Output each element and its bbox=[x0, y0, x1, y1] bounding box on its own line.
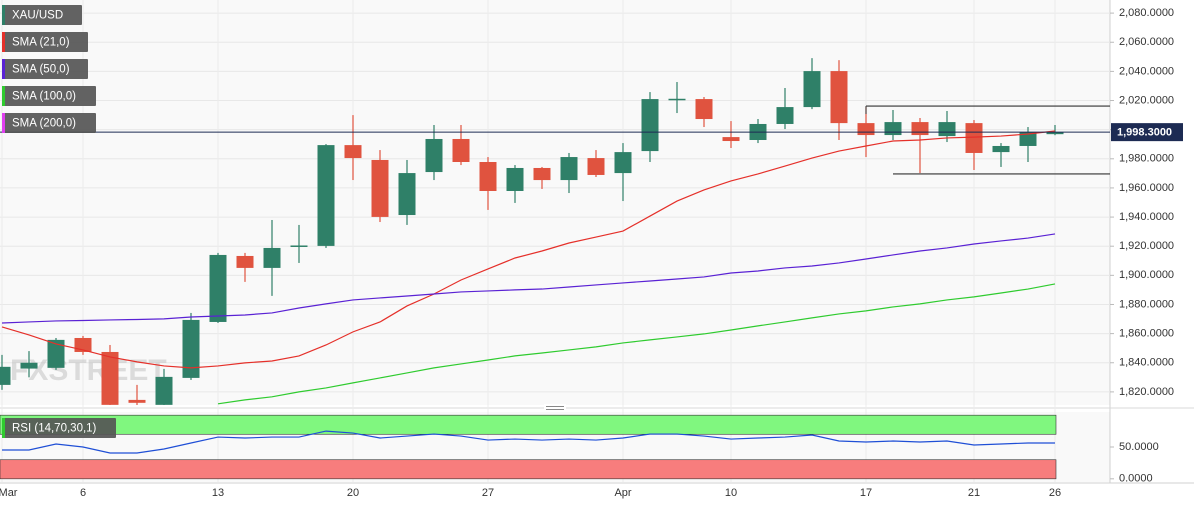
candle-body bbox=[182, 319, 200, 378]
x-tick-label: 21 bbox=[968, 487, 980, 499]
candle-body bbox=[452, 138, 470, 162]
y-tick-label: 2,060.0000 bbox=[1119, 36, 1174, 48]
candle-body bbox=[830, 71, 848, 124]
y-tick-label: 2,040.0000 bbox=[1119, 65, 1174, 77]
x-tick-label: 6 bbox=[80, 487, 86, 499]
y-tick-label: 1,900.0000 bbox=[1119, 269, 1174, 281]
legend-bg[interactable] bbox=[2, 32, 88, 52]
rsi-plot bbox=[0, 414, 1057, 480]
candle-body bbox=[236, 255, 254, 268]
candle-body bbox=[290, 245, 308, 247]
candle-body bbox=[47, 339, 65, 368]
legend-bg[interactable] bbox=[2, 86, 96, 106]
legend-swatch[interactable] bbox=[2, 59, 5, 79]
y-tick-label: 2,020.0000 bbox=[1119, 94, 1174, 106]
legend-label[interactable]: SMA (200,0) bbox=[12, 118, 76, 130]
legend-label[interactable]: SMA (21,0) bbox=[12, 37, 70, 49]
y-tick-label: 1,880.0000 bbox=[1119, 298, 1174, 310]
current-price-label: 1,998.3000 bbox=[1117, 127, 1172, 139]
main-plot-bg bbox=[0, 0, 1110, 405]
legend-swatch[interactable] bbox=[2, 86, 5, 106]
candle-body bbox=[560, 157, 578, 181]
y-tick-label: 1,840.0000 bbox=[1119, 357, 1174, 369]
candle-body bbox=[506, 167, 524, 191]
candle-body bbox=[0, 366, 11, 385]
band bbox=[0, 414, 1057, 435]
y-tick-label: 1,820.0000 bbox=[1119, 386, 1174, 398]
watermark: FXSTREET bbox=[10, 354, 167, 387]
legend-bg[interactable] bbox=[2, 5, 82, 25]
legend-label[interactable]: SMA (50,0) bbox=[12, 64, 70, 76]
candle-body bbox=[857, 123, 875, 136]
x-tick-label: 10 bbox=[725, 487, 737, 499]
y-tick-label: 1,960.0000 bbox=[1119, 182, 1174, 194]
legend-bg[interactable] bbox=[2, 59, 88, 79]
y-tick-label: 0.0000 bbox=[1119, 473, 1153, 485]
candle-body bbox=[209, 254, 227, 322]
candle-body bbox=[1046, 132, 1064, 135]
x-tick-label: Mar bbox=[0, 487, 18, 499]
legend-label[interactable]: RSI (14,70,30,1) bbox=[12, 423, 97, 435]
candle-body bbox=[479, 162, 497, 191]
legend-label[interactable]: SMA (100,0) bbox=[12, 91, 76, 103]
series-line bbox=[2, 430, 1055, 454]
candle-body bbox=[587, 158, 605, 175]
candle-body bbox=[128, 399, 146, 403]
candle-body bbox=[641, 99, 659, 152]
candle-body bbox=[938, 122, 956, 137]
legend-swatch[interactable] bbox=[2, 32, 5, 52]
x-tick-label: 20 bbox=[347, 487, 359, 499]
candle-body bbox=[317, 145, 335, 246]
legend-bg[interactable] bbox=[2, 113, 96, 133]
legend-bg[interactable] bbox=[2, 418, 116, 438]
resize-handle[interactable] bbox=[544, 404, 566, 412]
main-plot: FXSTREET bbox=[0, 58, 1110, 405]
y-tick-label: 1,940.0000 bbox=[1119, 211, 1174, 223]
candle-body bbox=[803, 71, 821, 108]
candle-body bbox=[695, 99, 713, 120]
series-line bbox=[1, 233, 1056, 324]
x-tick-label: Apr bbox=[614, 487, 631, 499]
candle-body bbox=[776, 107, 794, 124]
legend-swatch[interactable] bbox=[2, 418, 5, 438]
y-tick-label: 1,860.0000 bbox=[1119, 328, 1174, 340]
x-tick-label: 26 bbox=[1049, 487, 1061, 499]
candle-body bbox=[425, 138, 443, 173]
candle-body bbox=[398, 173, 416, 216]
y-tick-label: 1,980.0000 bbox=[1119, 153, 1174, 165]
x-tick-label: 27 bbox=[482, 487, 494, 499]
candle-body bbox=[155, 376, 173, 405]
candle-body bbox=[884, 122, 902, 136]
current-price-box bbox=[1111, 123, 1183, 142]
series-line bbox=[1, 130, 1056, 369]
candle-body bbox=[992, 145, 1010, 153]
candle-body bbox=[344, 145, 362, 159]
candle-body bbox=[722, 137, 740, 142]
candle-body bbox=[965, 123, 983, 153]
candle-body bbox=[668, 98, 686, 101]
candle-body bbox=[101, 351, 119, 405]
y-tick-label: 1,920.0000 bbox=[1119, 240, 1174, 252]
candle-body bbox=[20, 362, 38, 369]
overlay: 1,820.0000 1,840.0000 1,860.0000 1,880.0000… bbox=[0, 5, 1183, 499]
band bbox=[0, 459, 1057, 480]
legend-label[interactable]: XAU/USD bbox=[12, 10, 63, 22]
candle-body bbox=[614, 152, 632, 174]
x-tick-label: 17 bbox=[860, 487, 872, 499]
handle-bg[interactable] bbox=[544, 404, 566, 412]
candle-body bbox=[371, 159, 389, 217]
candle-body bbox=[263, 247, 281, 268]
legend-swatch[interactable] bbox=[2, 113, 5, 133]
candle-body bbox=[533, 167, 551, 181]
y-tick-label: 50.0000 bbox=[1119, 441, 1159, 453]
x-tick-label: 13 bbox=[212, 487, 224, 499]
candle-body bbox=[1019, 131, 1037, 146]
candle-body bbox=[911, 122, 929, 136]
y-tick-label: 2,080.0000 bbox=[1119, 7, 1174, 19]
legend-swatch[interactable] bbox=[2, 5, 5, 25]
series-line bbox=[217, 283, 1056, 405]
